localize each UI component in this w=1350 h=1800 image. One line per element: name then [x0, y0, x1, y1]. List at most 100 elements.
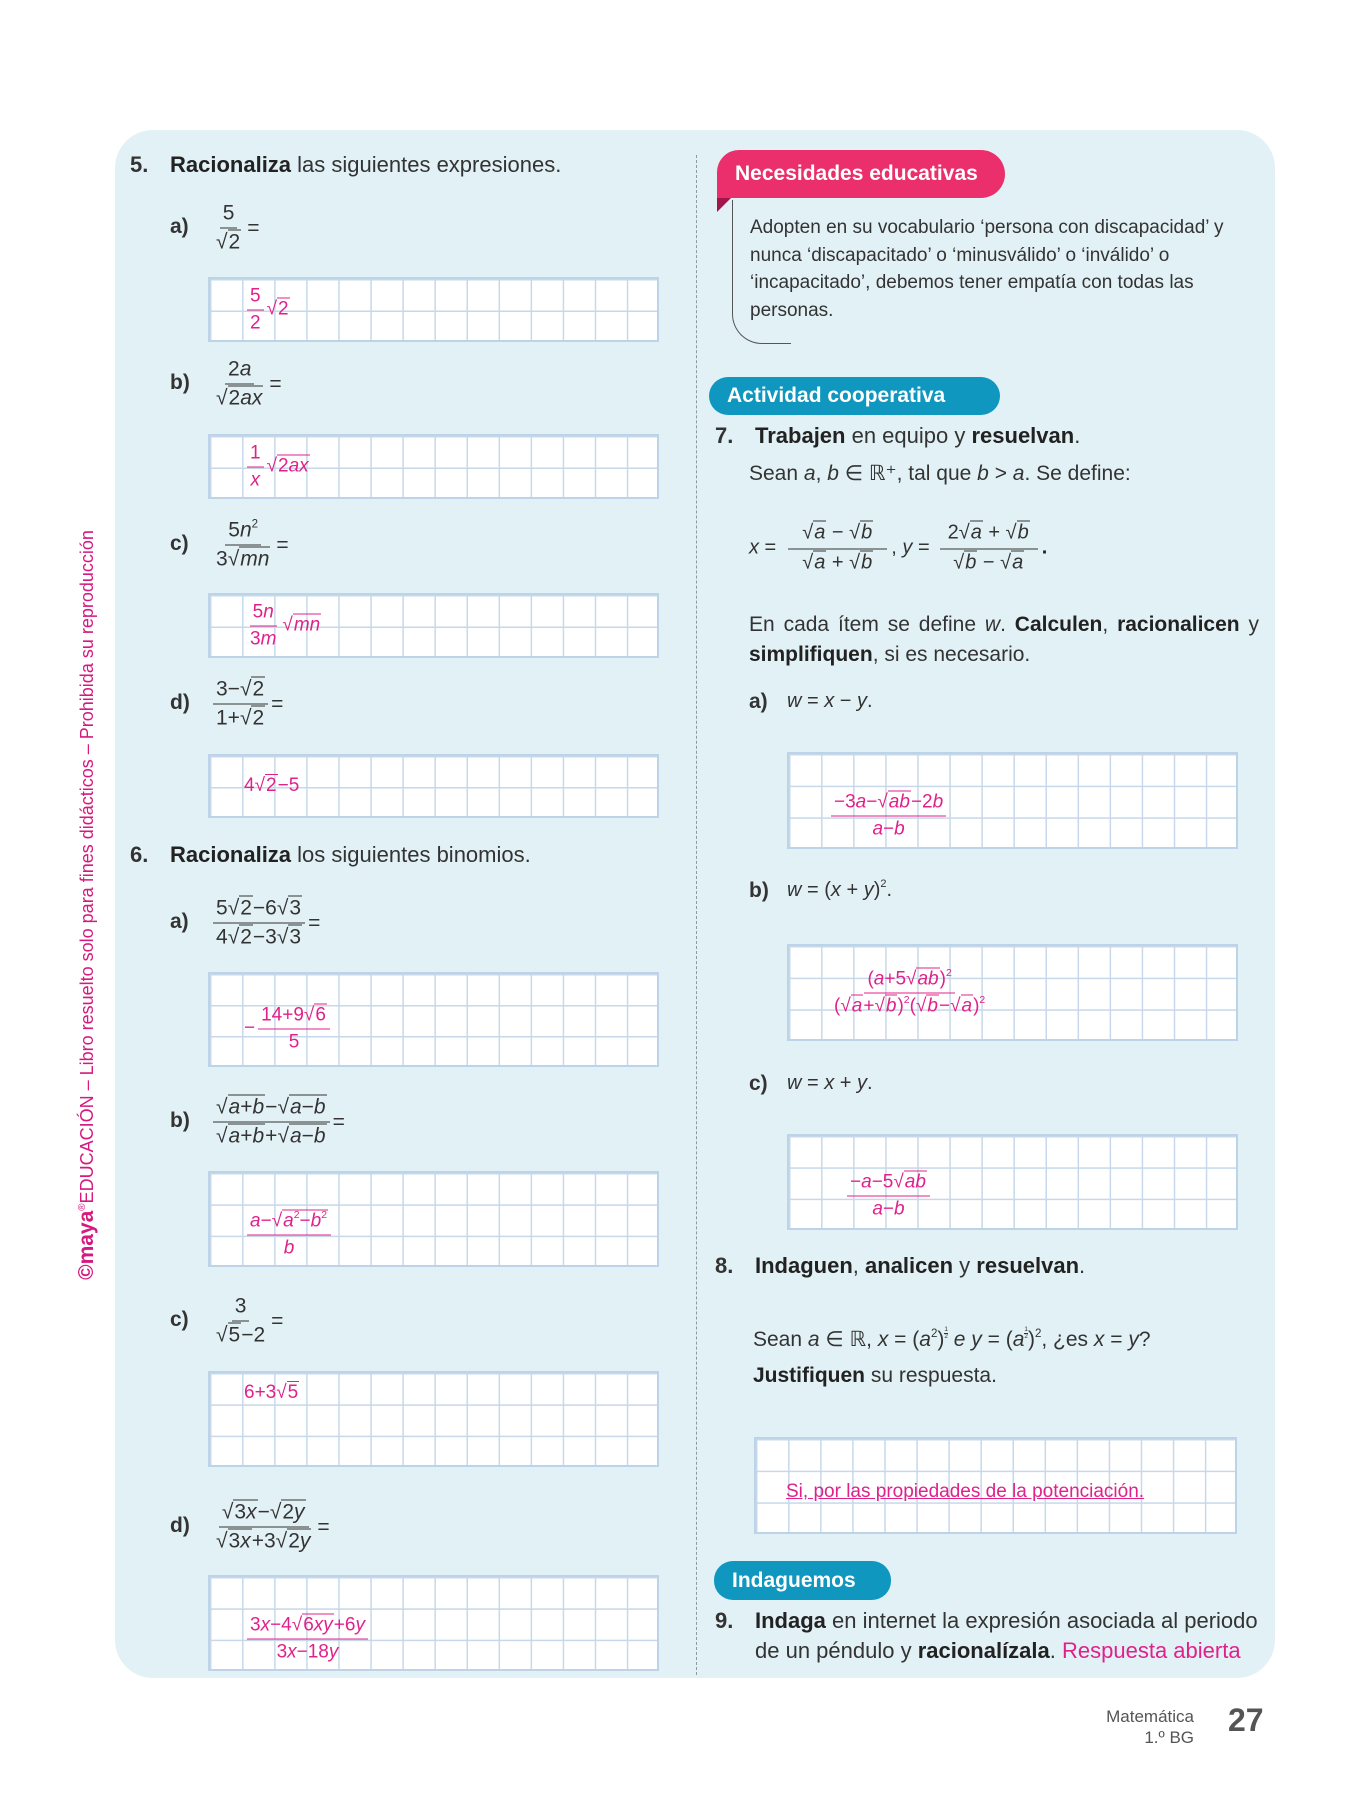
- numerator: 5: [247, 285, 264, 310]
- answer-suffix: √{2ax}: [266, 454, 310, 477]
- numerator: 1: [247, 442, 264, 467]
- text: ?: [1138, 1328, 1151, 1351]
- text: en equipo y: [845, 423, 972, 448]
- cooperativa-badge: Actividad cooperativa: [709, 377, 1000, 415]
- problem-fraction: 2a√{2ax}: [213, 358, 266, 411]
- text: en internet la expresión asociada al per…: [755, 1608, 1258, 1663]
- numerator: −a−5√{ab}: [847, 1170, 930, 1197]
- math-text: a: [1012, 462, 1025, 485]
- answer-fraction: −a−5√{ab}a−b: [847, 1170, 930, 1220]
- numerator: 3−√{2}: [213, 676, 269, 705]
- registered-mark: ®: [77, 1203, 89, 1211]
- answer-prefix: −: [244, 1017, 256, 1039]
- denominator: a−b: [872, 818, 905, 840]
- numerator: 5√{2}−6√{3}: [213, 895, 306, 924]
- footer-subject: Matemática 1.º BG: [1106, 1706, 1194, 1748]
- exercise-heading: 6. Racionaliza los siguientes binomios.: [130, 842, 531, 868]
- necesidades-text: Adopten en su vocabulario ‘persona con d…: [750, 217, 1224, 321]
- item-expression: w = (x + y)^{2}.: [787, 878, 893, 901]
- exercise-number: 6.: [130, 842, 149, 867]
- equals-sign: =: [247, 216, 260, 239]
- badge-tail: [717, 198, 731, 212]
- answer: 52√{2}: [244, 285, 290, 334]
- bold-text: Justifiquen: [753, 1364, 866, 1387]
- subject-label: Matemática: [1106, 1707, 1194, 1726]
- answer-grid: 52√{2}: [208, 277, 659, 342]
- answer-fraction: 14+9√{6}5: [258, 1003, 330, 1053]
- maya-logo: ©maya: [75, 1210, 98, 1280]
- text: .: [1074, 423, 1081, 448]
- indaguemos-badge: Indaguemos: [714, 1561, 891, 1600]
- text: ,: [852, 1253, 866, 1278]
- answer-suffix: √{mn}: [282, 613, 322, 636]
- item-label: d): [170, 691, 190, 714]
- answer-fraction: a−√{a^{2}−b^{2}}b: [247, 1209, 332, 1259]
- item-label: c): [170, 1308, 189, 1331]
- denominator: √{2}: [216, 229, 242, 254]
- bold-text: analicen: [865, 1253, 954, 1278]
- denominator: 2: [250, 312, 261, 333]
- numerator: 3: [231, 1295, 250, 1322]
- item-expression: w = x + y.: [787, 1072, 873, 1094]
- exercise-body: Indaga en internet la expresión asociada…: [755, 1606, 1265, 1666]
- numerator: √{3x}−√{2y}: [218, 1499, 309, 1528]
- text: su respuesta.: [865, 1364, 997, 1387]
- item-label: b): [170, 1109, 190, 1132]
- grade-label: 1.º BG: [1144, 1728, 1194, 1747]
- denominator: a−b: [872, 1198, 905, 1220]
- math-text: x = y: [1093, 1328, 1139, 1351]
- bold-text: Calculen: [1014, 613, 1103, 636]
- equals-sign: =: [317, 1515, 330, 1538]
- numerator: 14+9√{6}: [258, 1003, 330, 1030]
- answer-grid: 1x√{2ax}: [208, 434, 659, 499]
- text: . Se define:: [1024, 462, 1131, 485]
- copyright-side-text: ©maya®EDUCACIÓN – Libro resuelto solo pa…: [75, 485, 101, 1325]
- denominator: x: [250, 469, 261, 490]
- answer-prefix: 4√{2}−5: [244, 774, 300, 796]
- answer-prefix: 6+3√{5}: [244, 1381, 300, 1404]
- equals-sign: =: [269, 372, 282, 395]
- item-label: b): [749, 879, 769, 902]
- necesidades-border: [732, 200, 791, 344]
- answer: −3a−√{ab}−2ba−b: [828, 790, 949, 841]
- denominator: 3x−18y: [276, 1641, 339, 1663]
- item-label: c): [749, 1072, 768, 1095]
- exercise-number: 9.: [715, 1608, 734, 1633]
- denominator: (√{a}+√{b})^{2}(√{b}−√{a})^{2}: [834, 994, 986, 1016]
- exercise-verb: Racionaliza: [170, 152, 292, 177]
- bold-text: Indaga: [755, 1608, 826, 1633]
- answer: −14+9√{6}5: [244, 1003, 333, 1053]
- side-text: EDUCACIÓN – Libro resuelto solo para fin…: [77, 530, 97, 1204]
- bold-text: resuelvan: [976, 1253, 1080, 1278]
- answer: 6+3√{5}: [244, 1381, 300, 1404]
- denominator: b: [283, 1237, 295, 1259]
- problem-fraction: 5√{2}−6√{3}4√{2}−3√{3}: [213, 895, 306, 950]
- answer-suffix: √{2}: [266, 297, 290, 320]
- equals-sign: =: [271, 1309, 284, 1332]
- text: En cada ítem se define: [749, 613, 985, 636]
- equals-sign: =: [276, 533, 289, 556]
- answer-fraction: 5n 3m: [247, 601, 279, 650]
- numerator: 2√{a} + √{b}: [939, 520, 1038, 550]
- exercise-heading: 8. Indaguen, analicen y resuelvan.: [715, 1253, 1085, 1279]
- text: .: [1000, 613, 1015, 636]
- numerator: 5n: [249, 601, 277, 626]
- exercise-number: 5.: [130, 152, 149, 177]
- numerator: √{a} − √{b}: [788, 520, 888, 550]
- denominator: √{2ax}: [216, 385, 264, 410]
- answer-grid: −14+9√{6}5: [208, 972, 659, 1067]
- answer-grid: a−√{a^{2}−b^{2}}b: [208, 1171, 659, 1267]
- text: ∈ ℝ⁺, tal que: [838, 462, 978, 485]
- exercise-heading: 9. Indaga en internet la expresión asocia…: [715, 1606, 1270, 1666]
- problem-fraction: 5n^{2}3√{mn}: [213, 518, 273, 572]
- numerator: −3a−√{ab}−2b: [831, 790, 947, 817]
- problem-fraction: 3−√{2}1+√{2}: [213, 676, 269, 731]
- exercise-instruction: las siguientes expresiones.: [291, 152, 562, 177]
- answer-fraction: −3a−√{ab}−2ba−b: [831, 790, 947, 841]
- text: ,: [1102, 613, 1118, 636]
- exercise-verb: Racionaliza: [170, 842, 292, 867]
- text: .: [1079, 1253, 1086, 1278]
- math-text: a ∈ ℝ, x = (a^{2})^{F{1|2}} e y = (a^{F{…: [807, 1326, 1042, 1351]
- bold-text: racionalicen: [1117, 613, 1240, 636]
